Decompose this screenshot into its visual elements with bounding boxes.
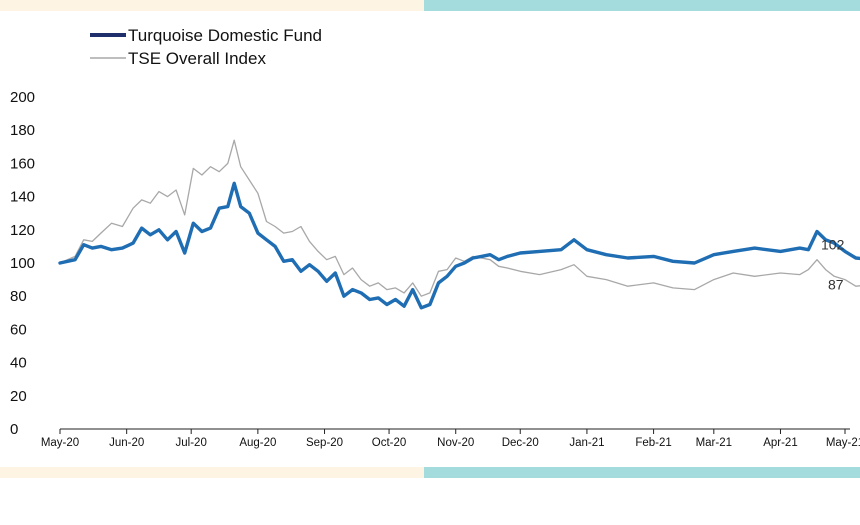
legend-label-fund: Turquoise Domestic Fund xyxy=(128,26,322,45)
y-tick-label: 0 xyxy=(10,421,18,438)
x-tick-label: Oct-20 xyxy=(372,437,407,449)
y-tick-label: 80 xyxy=(10,288,27,305)
y-tick-label: 60 xyxy=(10,321,27,338)
x-tick-label: Dec-20 xyxy=(502,437,539,449)
series-layer xyxy=(58,139,860,310)
end-label-index: 87 xyxy=(828,277,844,293)
x-tick-label: Mar-21 xyxy=(696,437,732,449)
y-tick-label: 100 xyxy=(10,255,35,272)
x-tick-label: Jan-21 xyxy=(569,437,604,449)
x-tick-label: May-21 xyxy=(826,437,860,449)
legend-label-index: TSE Overall Index xyxy=(128,49,266,68)
bottom-decorative-band xyxy=(0,467,860,478)
x-tick-label: Aug-20 xyxy=(239,437,276,449)
y-tick-label: 180 xyxy=(10,122,35,139)
x-tick-label: May-20 xyxy=(41,437,79,449)
y-tick-label: 160 xyxy=(10,155,35,172)
top-decorative-band xyxy=(0,0,860,11)
bottom-band-right-segment xyxy=(424,467,860,478)
x-tick-label: Sep-20 xyxy=(306,437,343,449)
y-tick-label: 140 xyxy=(10,189,35,206)
end-label-fund: 102 xyxy=(821,237,845,253)
x-axis: May-20 Jun-20 Jul-20 Aug-20 Sep-20 Oct-20 Nov-… xyxy=(41,428,860,449)
bottom-band-left-segment xyxy=(0,467,424,478)
series-line-index xyxy=(59,139,860,297)
y-axis: 0 20 40 60 80 100 120 140 160 180 200 xyxy=(10,89,35,438)
top-band-left-segment xyxy=(0,0,424,11)
y-tick-label: 120 xyxy=(10,222,35,239)
x-tick-label: Feb-21 xyxy=(635,437,671,449)
top-band-right-segment xyxy=(424,0,860,11)
y-tick-label: 200 xyxy=(10,89,35,106)
x-tick-label: Jul-20 xyxy=(176,437,207,449)
x-tick-label: Jun-20 xyxy=(109,437,144,449)
y-tick-label: 40 xyxy=(10,355,27,372)
x-tick-label: Apr-21 xyxy=(763,437,798,449)
series-line-fund xyxy=(58,181,860,310)
x-tick-label: Nov-20 xyxy=(437,437,474,449)
chart-legend: Turquoise Domestic Fund TSE Overall Inde… xyxy=(90,26,322,68)
y-tick-label: 20 xyxy=(10,388,27,405)
